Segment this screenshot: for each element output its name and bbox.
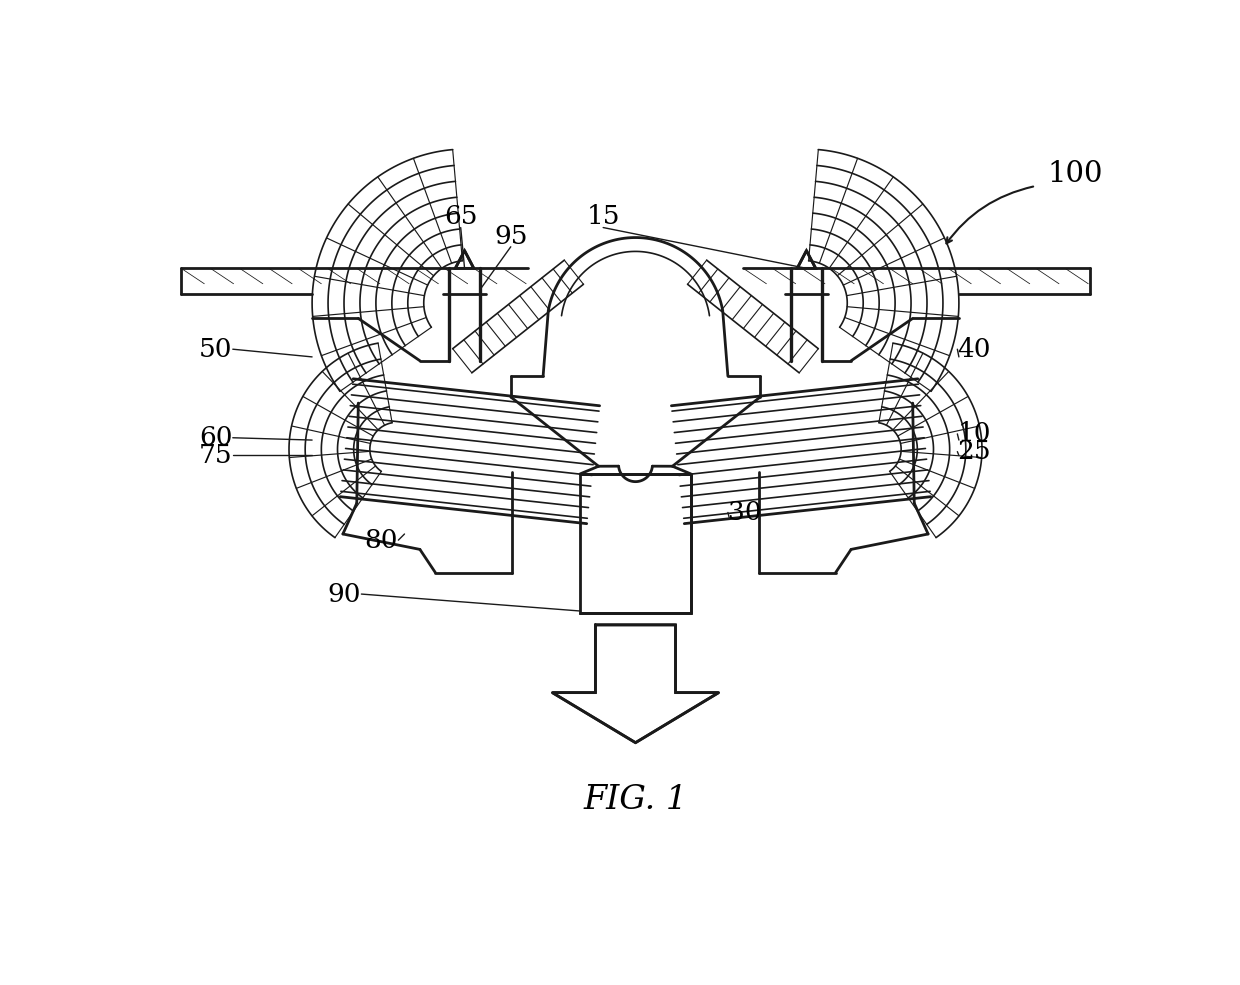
Text: 100: 100 bbox=[1048, 160, 1102, 187]
Text: 15: 15 bbox=[587, 204, 620, 230]
Text: 30: 30 bbox=[728, 500, 761, 525]
Text: 65: 65 bbox=[444, 204, 477, 230]
Text: 10: 10 bbox=[957, 422, 991, 446]
Text: 25: 25 bbox=[957, 439, 991, 464]
Text: 95: 95 bbox=[494, 224, 527, 248]
Polygon shape bbox=[580, 474, 691, 613]
Text: 60: 60 bbox=[200, 426, 233, 450]
Text: 80: 80 bbox=[365, 528, 398, 553]
Polygon shape bbox=[552, 624, 719, 743]
Text: 40: 40 bbox=[957, 337, 991, 361]
Text: 90: 90 bbox=[327, 581, 361, 607]
Polygon shape bbox=[797, 250, 816, 268]
Text: 75: 75 bbox=[200, 443, 233, 468]
Text: FIG. 1: FIG. 1 bbox=[584, 784, 687, 816]
Text: 50: 50 bbox=[200, 337, 233, 361]
Polygon shape bbox=[455, 250, 474, 268]
